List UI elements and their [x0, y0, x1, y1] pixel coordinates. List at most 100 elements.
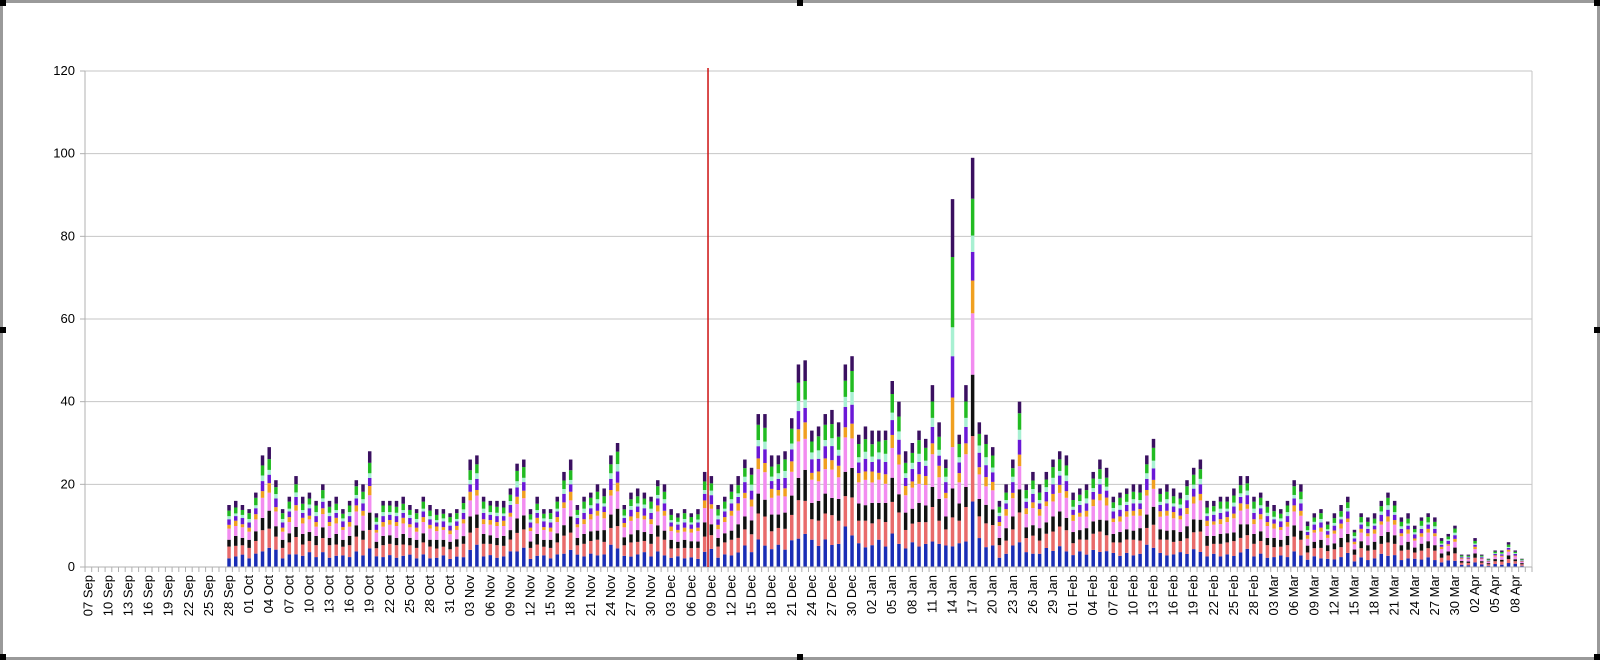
bar-segment [1319, 531, 1323, 540]
bar-segment [1352, 554, 1357, 562]
bar-segment [542, 518, 546, 522]
bar-segment [736, 503, 740, 511]
bar-segment [267, 447, 271, 460]
bar-segment [1212, 506, 1216, 512]
bar-segment [1446, 555, 1450, 561]
bar-segment [267, 547, 271, 567]
bar-segment [1017, 542, 1022, 567]
bar-segment [662, 515, 667, 531]
bar-segment [468, 500, 472, 517]
bar-segment [414, 513, 419, 519]
bar-segment [1104, 467, 1109, 478]
bar-segment [749, 534, 754, 553]
bar-segment [1225, 542, 1229, 555]
resize-handle-bottom-left[interactable] [0, 654, 6, 660]
x-tick-label: 24 Mar [1407, 574, 1422, 615]
bar-segment [1212, 553, 1216, 567]
bar-segment [957, 434, 961, 444]
bar-segment [1325, 521, 1330, 525]
bar-segment [414, 509, 419, 514]
bar-segment [1366, 528, 1370, 534]
bar-segment [1004, 509, 1008, 516]
bar-segment [1486, 558, 1491, 560]
bar-segment [923, 465, 928, 477]
bar-segment [1258, 492, 1263, 498]
bar-segment [823, 513, 827, 540]
bar-segment [1178, 492, 1183, 499]
bar-segment [1037, 528, 1042, 541]
bar-segment [421, 522, 426, 534]
bar-segment [749, 506, 754, 521]
bar-segment [515, 481, 519, 488]
bar-segment [233, 507, 238, 514]
bar-segment [1098, 469, 1102, 479]
bar-segment [334, 503, 338, 511]
bar-segment [964, 426, 968, 444]
bar-segment [729, 499, 734, 504]
resize-handle-mid-left[interactable] [0, 327, 6, 333]
bar-segment [883, 546, 888, 567]
resize-handle-top-right[interactable] [1594, 0, 1600, 6]
x-tick-label: 25 Oct [402, 575, 417, 614]
bar-segment [428, 546, 432, 559]
bar-segment [669, 514, 673, 521]
bar-segment [334, 496, 338, 504]
bar-segment [917, 474, 921, 484]
bar-segment [267, 483, 271, 493]
bar-segment [964, 506, 968, 542]
bar-segment [227, 519, 231, 525]
bar-segment [280, 518, 285, 523]
bar-segment [1037, 509, 1042, 516]
bar-segment [1459, 554, 1464, 556]
bar-segment [542, 521, 546, 528]
bar-segment [347, 557, 352, 567]
x-tick-label: 27 Nov [623, 575, 638, 617]
bar-segment [1124, 529, 1129, 540]
bar-segment [649, 508, 653, 513]
bar-segment [1265, 512, 1270, 517]
bar-segment [1486, 565, 1491, 567]
bar-segment [709, 495, 714, 505]
bar-segment [1366, 560, 1370, 567]
bar-segment [388, 543, 392, 556]
resize-handle-mid-right[interactable] [1594, 327, 1600, 333]
resize-handle-bottom-right[interactable] [1594, 654, 1600, 660]
bar-segment [1198, 493, 1203, 501]
bar-segment [1279, 539, 1283, 547]
x-tick-label: 05 Jan [884, 575, 899, 614]
bar-segment [950, 257, 955, 328]
resize-handle-top-mid[interactable] [797, 0, 803, 6]
resize-handle-bottom-mid[interactable] [797, 654, 803, 660]
bar-segment [1024, 498, 1028, 502]
bar-segment [367, 495, 372, 513]
bar-segment [1185, 500, 1189, 508]
resize-handle-top-left[interactable] [0, 0, 6, 6]
bar-segment [1198, 531, 1203, 552]
bar-segment [1024, 501, 1028, 509]
bar-segment [1299, 530, 1303, 540]
bar-segment [743, 498, 747, 517]
bar-segment [367, 451, 372, 463]
bar-segment [877, 519, 881, 540]
bar-segment [1151, 438, 1156, 448]
bar-segment [957, 482, 961, 504]
bar-segment [1399, 526, 1404, 529]
bar-segment [1506, 551, 1511, 556]
bar-segment [615, 508, 620, 527]
bar-segment [917, 483, 921, 503]
bar-segment [1392, 524, 1397, 536]
bar-segment [1017, 429, 1022, 440]
bar-segment [1392, 514, 1397, 521]
bar-segment [970, 198, 975, 236]
bar-segment [528, 514, 533, 520]
bar-segment [977, 433, 982, 446]
bar-segment [542, 539, 546, 547]
bar-segment [877, 502, 881, 520]
y-tick-label: 60 [61, 311, 75, 326]
bar-segment [274, 526, 278, 537]
bar-segment [1265, 500, 1270, 507]
x-tick-label: 22 Sep [181, 575, 196, 616]
bar-segment [1433, 526, 1437, 529]
bar-segment [622, 522, 627, 528]
